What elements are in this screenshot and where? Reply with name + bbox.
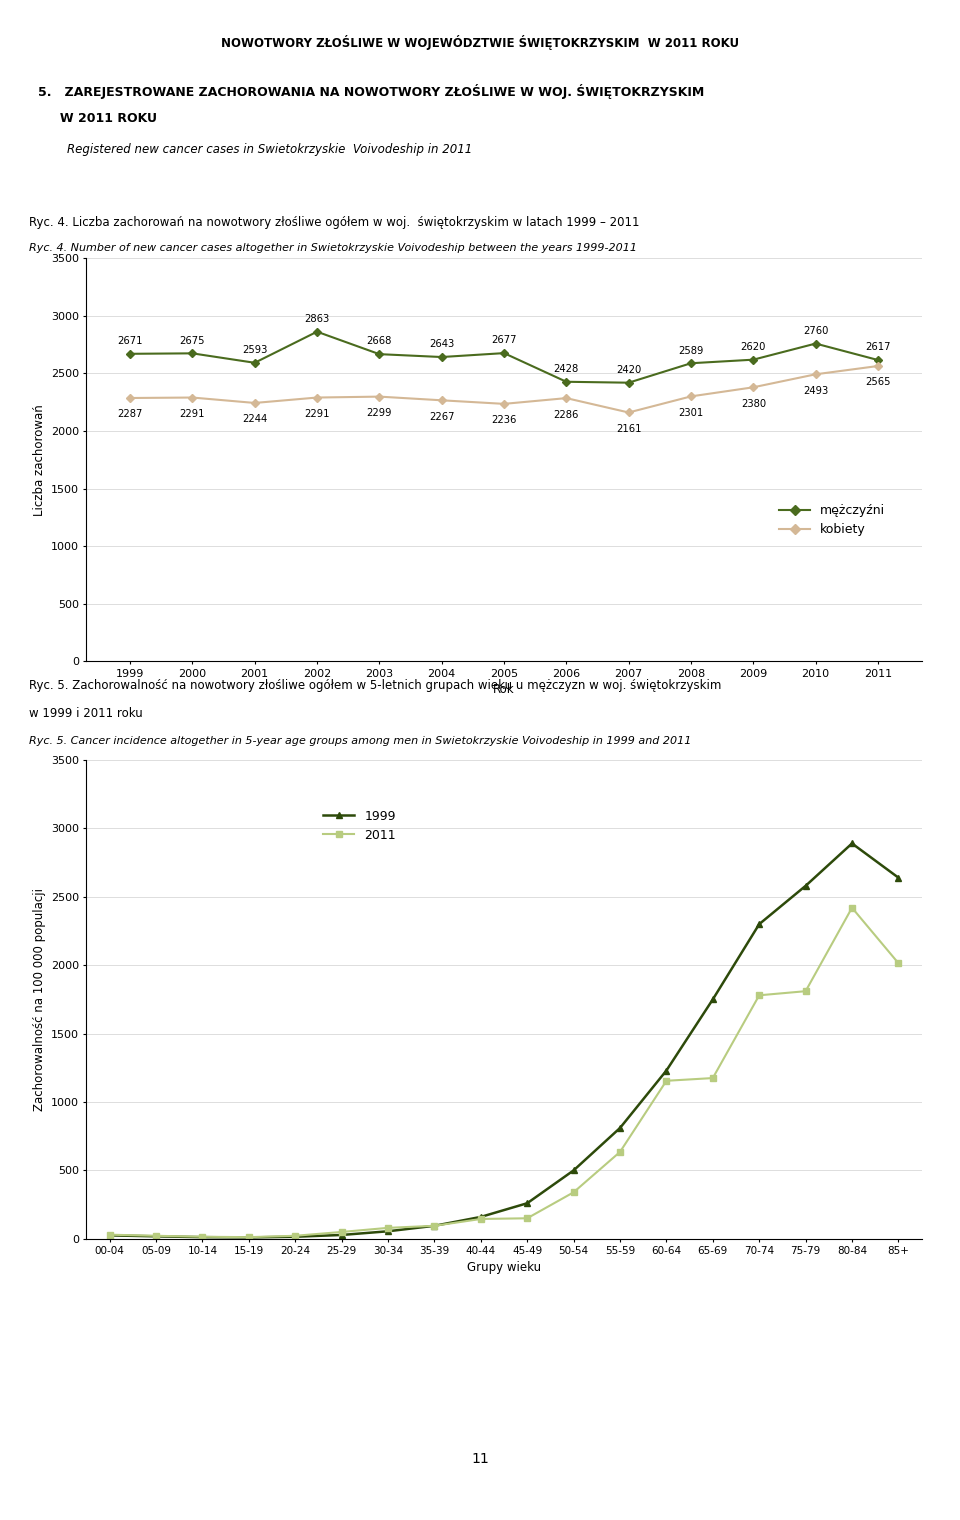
Text: 2589: 2589 (679, 345, 704, 356)
Text: 2291: 2291 (180, 409, 205, 420)
Y-axis label: Zachorowalność na 100 000 populacji: Zachorowalność na 100 000 populacji (34, 888, 46, 1111)
Text: Ryc. 5. Zachorowalność na nowotwory złośliwe ogółem w 5-letnich grupach wieku u : Ryc. 5. Zachorowalność na nowotwory złoś… (29, 679, 721, 693)
Text: 2493: 2493 (803, 386, 828, 395)
Text: Ryc. 4. Liczba zachorowań na nowotwory złośliwe ogółem w woj.  świętokrzyskim w : Ryc. 4. Liczba zachorowań na nowotwory z… (29, 216, 639, 230)
Text: 2863: 2863 (304, 315, 329, 324)
Text: 2380: 2380 (741, 398, 766, 409)
Text: Ryc. 4. Number of new cancer cases altogether in Swietokrzyskie Voivodeship betw: Ryc. 4. Number of new cancer cases altog… (29, 243, 636, 254)
Text: 2675: 2675 (180, 336, 205, 345)
Text: 2244: 2244 (242, 415, 267, 424)
Text: 2620: 2620 (740, 342, 766, 353)
Text: 2286: 2286 (554, 409, 579, 420)
Text: 2287: 2287 (117, 409, 143, 420)
Text: 2420: 2420 (616, 365, 641, 375)
Y-axis label: Liczba zachorowań: Liczba zachorowań (34, 404, 46, 515)
Text: NOWOTWORY ZŁOŚLIWE W WOJEWÓDZTWIE ŚWIĘTOKRZYSKIM  W 2011 ROKU: NOWOTWORY ZŁOŚLIWE W WOJEWÓDZTWIE ŚWIĘTO… (221, 35, 739, 50)
X-axis label: Grupy wieku: Grupy wieku (467, 1260, 541, 1274)
Text: 2671: 2671 (117, 336, 143, 347)
Text: 2565: 2565 (865, 377, 891, 388)
Text: W 2011 ROKU: W 2011 ROKU (38, 112, 157, 126)
Text: 2677: 2677 (492, 336, 516, 345)
Text: 2291: 2291 (304, 409, 330, 420)
Text: 2428: 2428 (554, 365, 579, 374)
Text: 2161: 2161 (616, 424, 641, 433)
Text: 2668: 2668 (367, 336, 392, 347)
Text: 5.   ZAREJESTROWANE ZACHOROWANIA NA NOWOTWORY ZŁOŚLIWE W WOJ. ŚWIĘTOKRZYSKIM: 5. ZAREJESTROWANE ZACHOROWANIA NA NOWOTW… (38, 84, 705, 99)
Text: 2617: 2617 (865, 342, 891, 353)
Text: 2643: 2643 (429, 339, 454, 350)
Legend: 1999, 2011: 1999, 2011 (318, 804, 401, 847)
Text: 2236: 2236 (492, 415, 516, 426)
X-axis label: Rok: Rok (493, 682, 515, 696)
Text: w 1999 i 2011 roku: w 1999 i 2011 roku (29, 707, 142, 720)
Text: 2267: 2267 (429, 412, 454, 421)
Legend: mężczyźni, kobiety: mężczyźni, kobiety (774, 499, 890, 541)
Text: 2299: 2299 (367, 407, 392, 418)
Text: 2301: 2301 (679, 407, 704, 418)
Text: Registered new cancer cases in Swietokrzyskie  Voivodeship in 2011: Registered new cancer cases in Swietokrz… (67, 143, 472, 157)
Text: 11: 11 (471, 1452, 489, 1467)
Text: 2760: 2760 (803, 325, 828, 336)
Text: 2593: 2593 (242, 345, 268, 356)
Text: Ryc. 5. Cancer incidence altogether in 5-year age groups among men in Swietokrzy: Ryc. 5. Cancer incidence altogether in 5… (29, 736, 691, 746)
